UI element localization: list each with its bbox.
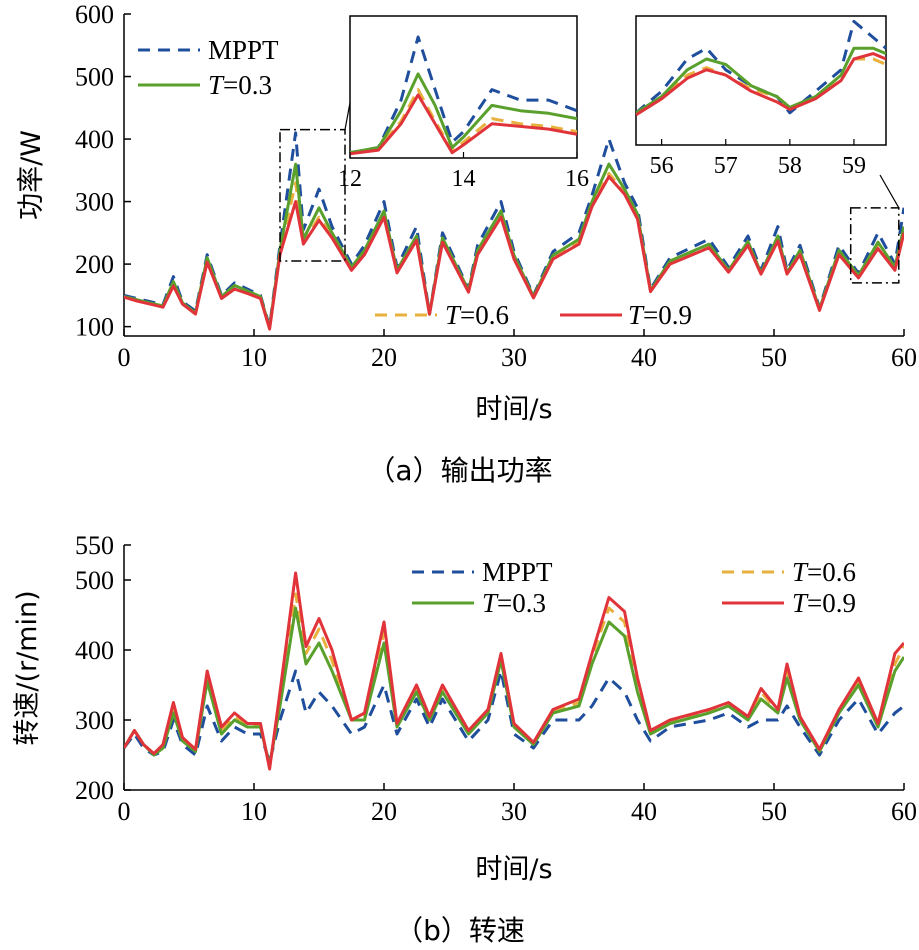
inset-x-tick-label: 58	[778, 153, 802, 179]
series-line-t09-main-a	[124, 175, 904, 331]
y-tick-label: 400	[75, 636, 114, 665]
legend-label-2: T=0.6	[792, 557, 856, 587]
legend-label-0: MPPT	[208, 35, 279, 65]
legend-label-2: T=0.6	[445, 300, 509, 330]
x-tick-label: 30	[501, 343, 527, 372]
inset-x-tick-label: 12	[338, 166, 362, 192]
y-axis-title: 功率/W	[16, 130, 47, 220]
x-tick-label: 60	[891, 797, 917, 826]
inset-x-tick-label: 57	[714, 153, 738, 179]
y-tick-label: 550	[75, 531, 114, 560]
legend-label-1: T=0.3	[482, 588, 546, 618]
panel-a-power-chart: 0 10 20 30 40 50 60 100 200 300 400 500 600 功率/W 时间/s （…	[16, 0, 917, 487]
x-axis-title: 时间/s	[475, 854, 552, 885]
series-line-t03-main-b	[124, 606, 904, 767]
legend-label-3: T=0.9	[628, 300, 692, 330]
zoom-region-1	[279, 128, 346, 262]
y-tick-label: 200	[75, 250, 114, 279]
y-tick-label: 600	[75, 0, 114, 29]
y-tick-label: 400	[75, 125, 114, 154]
inset-frame	[635, 15, 887, 146]
x-tick-label: 10	[241, 343, 267, 372]
y-axis-title: 转速/(r/min)	[12, 590, 43, 745]
panel-b-speed-chart: 0 10 20 30 40 50 60 200 300 400 500 550 转速/(r/min) 时间…	[12, 531, 917, 947]
series-line-t03-inset-2	[636, 46, 886, 115]
x-tick-label: 40	[631, 797, 657, 826]
x-tick-label: 30	[501, 797, 527, 826]
legend-label-3: T=0.9	[792, 588, 856, 618]
inset-connector-2	[879, 174, 900, 209]
y-tick-label: 300	[75, 706, 114, 735]
inset-x-tick-label: 56	[650, 153, 674, 179]
x-tick-label: 20	[371, 797, 397, 826]
series-line-t09-main-b	[124, 571, 904, 771]
y-tick-label: 100	[75, 313, 114, 342]
legend-label-1: T=0.3	[208, 70, 272, 100]
x-axis-title: 时间/s	[475, 394, 552, 425]
y-tick-label: 500	[75, 566, 114, 595]
series-line-t09-inset-2	[636, 52, 886, 117]
inset-x-tick-label: 59	[842, 153, 866, 179]
inset-x-tick-label: 14	[452, 166, 476, 192]
x-tick-label: 50	[761, 343, 787, 372]
inset-1: 12 14 16	[338, 15, 589, 192]
x-tick-label: 50	[761, 797, 787, 826]
x-tick-label: 0	[118, 797, 131, 826]
legend-label-0: MPPT	[482, 557, 553, 587]
x-tick-label: 40	[631, 343, 657, 372]
x-tick-label: 60	[891, 343, 917, 372]
caption-b: （b）转速	[395, 914, 525, 947]
series-line-mppt-main-b	[124, 669, 904, 764]
x-tick-label: 10	[241, 797, 267, 826]
x-tick-label: 0	[118, 343, 131, 372]
series-line-t03-inset-1	[350, 72, 577, 155]
y-tick-label: 500	[75, 63, 114, 92]
series-line-t09-inset-1	[350, 93, 577, 156]
inset-x-tick-label: 16	[565, 166, 589, 192]
y-tick-label: 300	[75, 188, 114, 217]
series-line-mppt-inset-1	[350, 35, 577, 155]
y-tick-label: 200	[75, 776, 114, 805]
inset-2: 56 57 58 59	[635, 15, 887, 179]
caption-a: （a）输出功率	[367, 454, 552, 487]
x-tick-label: 20	[371, 343, 397, 372]
zoom-region-2	[849, 207, 900, 284]
